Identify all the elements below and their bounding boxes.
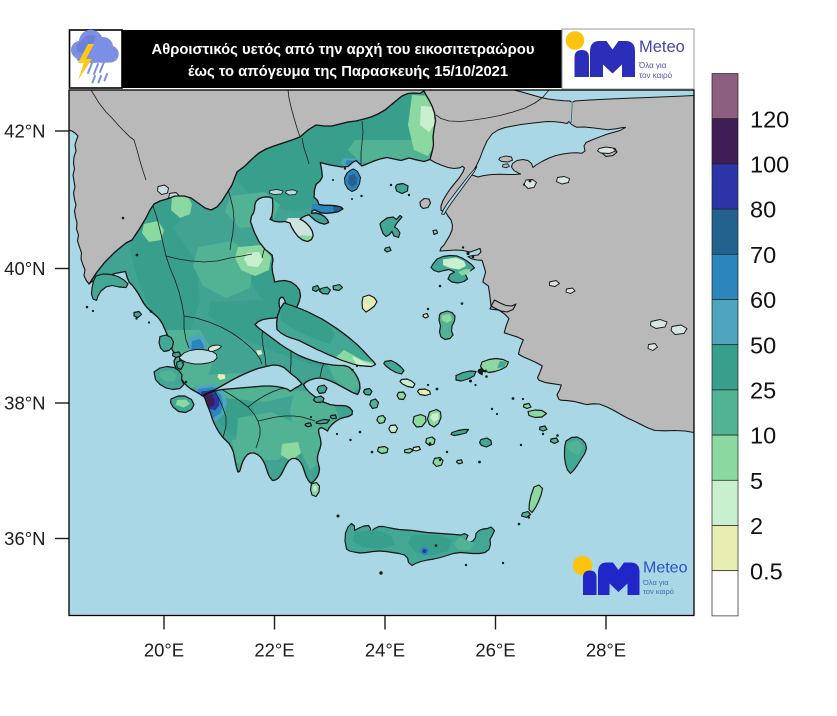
svg-text:38°N: 38°N [4, 393, 45, 414]
svg-text:20°E: 20°E [144, 640, 184, 661]
svg-text:100: 100 [750, 152, 789, 178]
svg-text:40°N: 40°N [4, 258, 45, 279]
svg-text:Meteo: Meteo [639, 38, 685, 56]
svg-text:36°N: 36°N [4, 528, 45, 549]
svg-text:25: 25 [750, 378, 776, 404]
svg-text:28°E: 28°E [586, 640, 626, 661]
svg-text:Αθροιστικός υετός από την αρχή: Αθροιστικός υετός από την αρχή του εικοσ… [152, 42, 535, 58]
svg-text:24°E: 24°E [365, 640, 405, 661]
svg-text:τον καιρό: τον καιρό [643, 587, 674, 596]
svg-text:70: 70 [750, 242, 776, 268]
svg-text:50: 50 [750, 332, 776, 358]
svg-text:22°E: 22°E [254, 640, 294, 661]
svg-text:2: 2 [750, 513, 763, 539]
svg-text:Όλα για: Όλα για [638, 61, 667, 70]
svg-text:Meteo: Meteo [643, 560, 688, 577]
svg-text:42°N: 42°N [4, 121, 45, 142]
svg-text:Όλα για: Όλα για [642, 578, 669, 587]
svg-text:120: 120 [750, 106, 789, 132]
svg-text:26°E: 26°E [475, 640, 515, 661]
svg-text:έως το απόγευμα της Παρασκευής: έως το απόγευμα της Παρασκευής 15/10/202… [188, 64, 508, 80]
svg-text:τον καιρό: τον καιρό [639, 71, 673, 80]
svg-text:60: 60 [750, 287, 776, 313]
svg-text:80: 80 [750, 197, 776, 223]
svg-text:10: 10 [750, 423, 776, 449]
svg-text:0.5: 0.5 [750, 558, 783, 584]
svg-text:5: 5 [750, 468, 763, 494]
